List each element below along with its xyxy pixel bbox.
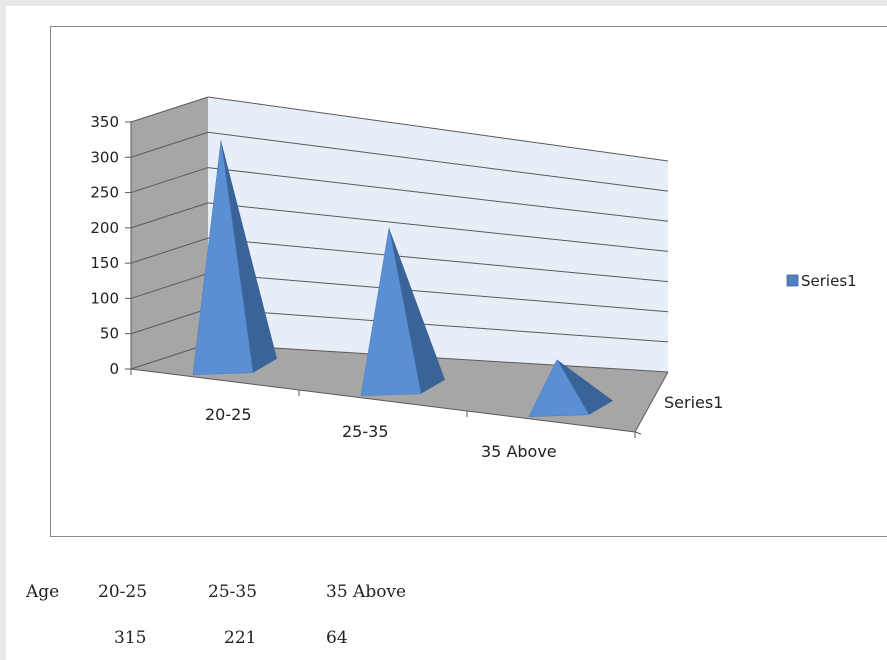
gridline-back xyxy=(207,272,669,313)
y-tick-label: 300 xyxy=(90,148,119,166)
depth-axis-labels: Series1 xyxy=(664,393,723,412)
table-category-1: 20-25 xyxy=(98,582,148,602)
y-tick-label: 50 xyxy=(100,325,119,343)
page-area: 0 50 100 150 200 250 300 350 20-25 25-35 35 Above… xyxy=(6,6,887,660)
depth-axis-line xyxy=(634,371,669,433)
gridlines xyxy=(130,96,669,373)
gridline-back xyxy=(207,343,669,373)
y-tick-label: 100 xyxy=(90,289,119,307)
gridline-side xyxy=(130,343,209,370)
data-marks xyxy=(192,140,613,418)
chart-area: 0 50 100 150 200 250 300 350 20-25 25-35 35 Above… xyxy=(50,26,887,537)
y-tick-label: 350 xyxy=(90,113,119,131)
pyramid-20-25 xyxy=(192,140,277,376)
y-tick-label: 250 xyxy=(90,184,119,202)
gridline-side xyxy=(130,237,209,264)
y-tick-label: 150 xyxy=(90,254,119,272)
pyramid-front-face xyxy=(528,359,590,418)
pyramid-25-35 xyxy=(360,227,445,397)
table-category-2: 25-35 xyxy=(208,582,258,602)
y-tick-label: 0 xyxy=(109,360,119,378)
x-category-label: 25-35 xyxy=(342,422,389,441)
x-axis-line xyxy=(130,368,636,433)
gridline-back xyxy=(207,131,669,192)
pyramid-side-face xyxy=(557,359,613,415)
gridline-side xyxy=(130,131,209,158)
depth-axis-label: Series1 xyxy=(664,393,723,412)
gridline-side xyxy=(130,167,209,194)
back-wall xyxy=(208,97,668,372)
legend: Series1 xyxy=(786,272,857,290)
x-category-label: 20-25 xyxy=(205,405,252,424)
gridline-back xyxy=(207,167,669,222)
legend-label: Series1 xyxy=(801,272,857,290)
x-category-label: 35 Above xyxy=(481,442,557,461)
legend-swatch xyxy=(786,274,799,287)
table-category-3: 35 Above xyxy=(326,582,407,602)
category-labels: 20-25 25-35 35 Above xyxy=(205,405,557,461)
gridline-back xyxy=(207,308,669,343)
table-value-2: 221 xyxy=(224,628,257,648)
table-value-1: 315 xyxy=(114,628,147,648)
side-wall xyxy=(131,97,208,369)
gridline-side xyxy=(130,308,209,335)
table-row-header: Age xyxy=(26,582,60,602)
y-tick-labels: 0 50 100 150 200 250 300 350 xyxy=(90,113,119,378)
axes xyxy=(125,121,669,438)
table-value-3: 64 xyxy=(326,628,348,648)
gridline-back xyxy=(207,237,669,283)
gridline-side xyxy=(130,272,209,299)
gridline-back xyxy=(207,202,669,252)
y-tick-label: 200 xyxy=(90,219,119,237)
depth-tick xyxy=(634,431,642,435)
gridline-side xyxy=(130,202,209,229)
gridline-back xyxy=(207,96,669,162)
pyramid-front-face xyxy=(360,227,422,397)
pyramid-side-face xyxy=(389,227,445,394)
pyramid-side-face xyxy=(221,140,277,373)
gridline-side xyxy=(130,96,209,123)
pyramid-35-above xyxy=(528,359,613,418)
chart-canvas: 0 50 100 150 200 250 300 350 20-25 25-35 35 Above… xyxy=(90,96,857,461)
pyramid-front-face xyxy=(192,140,254,376)
